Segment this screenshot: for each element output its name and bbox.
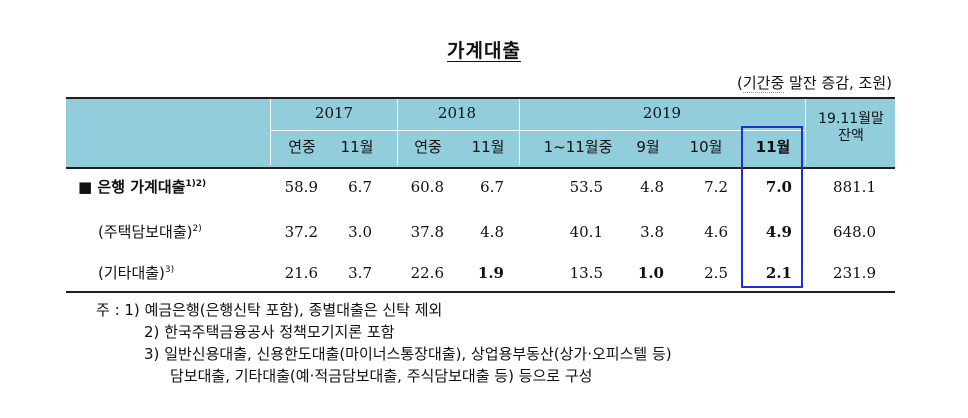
table-cell: 37.8 (410, 223, 444, 241)
table-cell: 7.0 (765, 178, 792, 196)
table-cell: 3.7 (348, 264, 372, 282)
table-cell: 6.7 (480, 178, 504, 196)
subheader-2017-annual: 연중 (288, 138, 316, 156)
header-balance-line1: 19.11월말 (818, 111, 884, 127)
subheader-2018-annual: 연중 (414, 138, 442, 156)
row-label-bank-household-loans: ■ 은행 가계대출1)2) (78, 176, 206, 197)
header-year-2017: 2017 (314, 104, 354, 122)
row-label-other-loans: (기타대출)3) (98, 262, 174, 283)
table-cell: 2.5 (704, 264, 728, 282)
note-prefix: 주 : (96, 301, 125, 319)
highlight-box (741, 126, 803, 288)
subheader-2018-nov: 11월 (471, 138, 505, 156)
unit-prefix: ( (737, 74, 743, 92)
header-year-2019: 2019 (642, 104, 682, 122)
subheader-2019-sep: 9월 (636, 138, 660, 156)
table-cell: 22.6 (410, 264, 444, 282)
header-col-divider (805, 99, 806, 165)
table-cell: 2.1 (765, 264, 792, 282)
table-cell: 58.9 (284, 178, 318, 196)
header-year-2018: 2018 (437, 104, 477, 122)
table-cell: 3.8 (640, 223, 664, 241)
table-cell: 1.9 (477, 264, 504, 282)
table-cell: 4.8 (640, 178, 664, 196)
row-label-text: ■ 은행 가계대출 (78, 178, 186, 196)
header-balance: 19.11월말 잔액 (818, 111, 884, 145)
note-2: 2) 한국주택금융공사 정책모기지론 포함 (144, 321, 395, 342)
row-label-mortgage-loans: (주택담보대출)2) (98, 221, 202, 242)
header-col-divider (397, 99, 398, 165)
subheader-2019-nov: 11월 (755, 138, 791, 156)
note-1-num: 1) (124, 301, 140, 319)
table-cell: 53.5 (569, 178, 603, 196)
header-col-divider (519, 99, 520, 165)
table-cell: 4.8 (480, 223, 504, 241)
note-3-num: 3) (144, 345, 160, 363)
table-cell: 21.6 (284, 264, 318, 282)
page-title: 가계대출 (447, 40, 521, 62)
unit-suffix: 말잔 증감, 조원) (784, 74, 892, 92)
note-3-text: 일반신용대출, 신용한도대출(마이너스통장대출), 상업용부동산(상가·오피스텔… (164, 345, 672, 363)
table-cell: 7.2 (704, 178, 728, 196)
table-cell: 4.9 (765, 223, 792, 241)
note-2-num: 2) (144, 323, 160, 341)
unit-underlined: 기간중 (742, 74, 785, 93)
table-cell: 6.7 (348, 178, 372, 196)
header-balance-line2: 잔액 (838, 128, 864, 144)
row-label-sup: 2) (192, 224, 202, 234)
table-cell: 881.1 (833, 178, 876, 196)
note-3-cont: 담보대출, 기타대출(예·적금담보대출, 주식담보대출 등) 등으로 구성 (170, 367, 593, 385)
note-2-text: 한국주택금융공사 정책모기지론 포함 (164, 323, 395, 341)
table-cell: 4.6 (704, 223, 728, 241)
table-cell: 231.9 (833, 264, 876, 282)
note-1-text: 예금은행(은행신탁 포함), 종별대출은 신탁 제외 (144, 301, 443, 319)
row-label-sup: 3) (164, 265, 175, 275)
table-cell: 60.8 (410, 178, 444, 196)
table-cell: 1.0 (637, 264, 664, 282)
note-1: 주 : 1) 예금은행(은행신탁 포함), 종별대출은 신탁 제외 (96, 299, 442, 320)
table-cell: 3.0 (348, 223, 372, 241)
subheader-2017-nov: 11월 (340, 138, 374, 156)
header-divider (270, 130, 805, 131)
subheader-2019-oct: 10월 (689, 138, 723, 156)
table-cell: 40.1 (569, 223, 603, 241)
header-col-divider (270, 99, 271, 165)
table-cell: 37.2 (284, 223, 318, 241)
row-label-text: (기타대출) (98, 264, 165, 282)
subheader-2019-jan-nov: 1~11월중 (543, 138, 613, 156)
row-label-sup: 1)2) (185, 179, 207, 189)
table-header (66, 97, 895, 169)
unit-note: (기간중 말잔 증감, 조원) (737, 72, 892, 93)
table-bottom-border (66, 291, 895, 293)
table-cell: 648.0 (833, 223, 876, 241)
table-cell: 13.5 (569, 264, 603, 282)
note-3: 3) 일반신용대출, 신용한도대출(마이너스통장대출), 상업용부동산(상가·오… (144, 343, 672, 364)
row-label-text: (주택담보대출) (98, 223, 193, 241)
